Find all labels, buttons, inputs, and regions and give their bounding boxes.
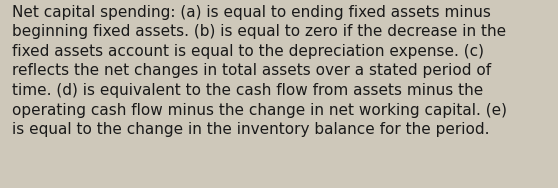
Text: Net capital spending: (a) is equal to ending fixed assets minus
beginning fixed : Net capital spending: (a) is equal to en… xyxy=(12,5,507,137)
